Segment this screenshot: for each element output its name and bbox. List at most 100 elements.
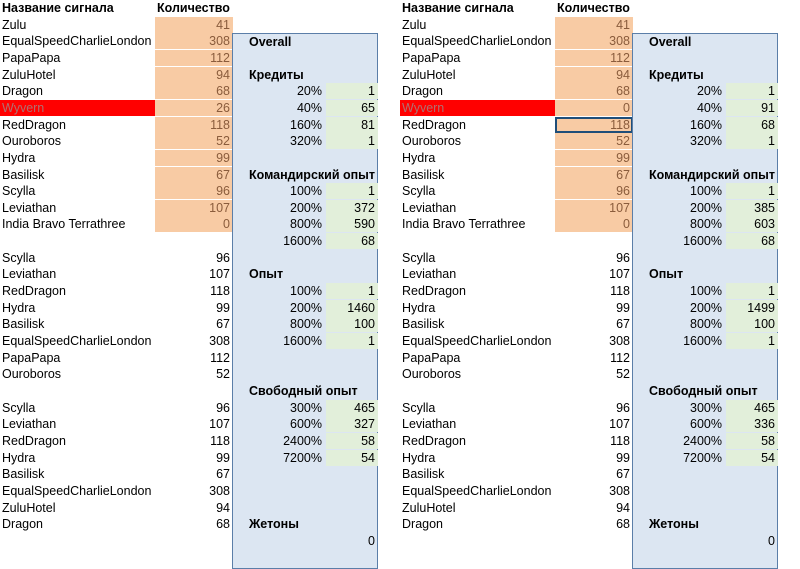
group2-count-cell[interactable]: 107 xyxy=(209,417,230,432)
group2-count-cell[interactable]: 118 xyxy=(610,433,630,448)
exp-percent-cell[interactable]: 1600% xyxy=(683,334,722,348)
exp-percent-cell[interactable]: 200% xyxy=(690,300,722,315)
credits-value-cell[interactable]: 91 xyxy=(726,99,778,116)
group2-count-cell[interactable]: 308 xyxy=(209,483,230,498)
exp-value-cell[interactable]: 1460 xyxy=(326,299,378,316)
group2-count-cell[interactable]: 94 xyxy=(216,500,230,515)
credits-percent-cell[interactable]: 20% xyxy=(296,84,322,99)
group1-count-cell[interactable]: 99 xyxy=(216,300,230,315)
signal-name-cell[interactable]: Basilisk xyxy=(2,167,45,182)
signal-count-cell[interactable]: 0 xyxy=(555,99,633,116)
free-exp-percent-cell[interactable]: 300% xyxy=(290,400,322,415)
credits-percent-cell[interactable]: 320% xyxy=(690,134,722,149)
signal-count-cell[interactable]: 94 xyxy=(155,66,233,83)
group1-count-cell[interactable]: 67 xyxy=(616,317,630,332)
exp-percent-cell[interactable]: 800% xyxy=(290,317,322,332)
group2-name-cell[interactable]: EqualSpeedCharlieLondon xyxy=(2,483,152,498)
signal-name-cell[interactable]: Dragon xyxy=(2,84,43,99)
group2-count-cell[interactable]: 68 xyxy=(216,517,230,532)
commander-exp-percent-cell[interactable]: 1600% xyxy=(683,234,722,249)
free-exp-value-cell[interactable]: 465 xyxy=(726,399,778,416)
signal-count-cell[interactable]: 99 xyxy=(555,149,633,166)
group2-count-cell[interactable]: 96 xyxy=(616,400,630,415)
signal-name-cell[interactable]: EqualSpeedCharlieLondon xyxy=(2,34,152,49)
signal-count-cell[interactable]: 118 xyxy=(555,116,633,133)
exp-value-cell[interactable]: 100 xyxy=(326,316,378,333)
group2-count-cell[interactable]: 96 xyxy=(216,400,230,415)
free-exp-value-cell[interactable]: 54 xyxy=(726,449,778,466)
signal-count-cell[interactable]: 68 xyxy=(555,83,633,100)
group2-name-cell[interactable]: Hydra xyxy=(2,450,36,465)
group2-name-cell[interactable]: ZuluHotel xyxy=(2,500,56,515)
commander-exp-percent-cell[interactable]: 800% xyxy=(690,217,722,232)
signal-name-cell[interactable]: India Bravo Terrathree xyxy=(2,217,126,232)
credits-percent-cell[interactable]: 160% xyxy=(290,117,322,132)
signal-count-cell[interactable]: 308 xyxy=(155,33,233,50)
group1-name-cell[interactable]: Leviathan xyxy=(402,267,457,282)
group2-name-cell[interactable]: Leviathan xyxy=(402,417,457,432)
signal-count-cell[interactable]: 0 xyxy=(555,216,633,233)
commander-exp-percent-cell[interactable]: 200% xyxy=(290,200,322,215)
group1-name-cell[interactable]: RedDragon xyxy=(2,284,66,299)
group1-count-cell[interactable]: 112 xyxy=(210,350,230,365)
signal-count-cell[interactable]: 99 xyxy=(155,149,233,166)
free-exp-percent-cell[interactable]: 600% xyxy=(690,417,722,432)
credits-value-cell[interactable]: 1 xyxy=(726,133,778,150)
commander-exp-value-cell[interactable]: 1 xyxy=(326,183,378,200)
signal-count-cell[interactable]: 26 xyxy=(155,99,233,116)
commander-exp-percent-cell[interactable]: 100% xyxy=(690,184,722,199)
signal-name-cell[interactable]: Basilisk xyxy=(402,167,445,182)
group1-name-cell[interactable]: EqualSpeedCharlieLondon xyxy=(402,334,552,348)
commander-exp-value-cell[interactable]: 1 xyxy=(726,183,778,200)
group1-name-cell[interactable]: Basilisk xyxy=(2,317,45,332)
group2-name-cell[interactable]: Scylla xyxy=(2,400,36,415)
group2-name-cell[interactable]: Dragon xyxy=(2,517,43,532)
signal-name-cell[interactable]: Wyvern xyxy=(400,99,555,116)
signal-count-cell[interactable]: 308 xyxy=(555,33,633,50)
commander-exp-percent-cell[interactable]: 200% xyxy=(690,200,722,215)
signal-name-cell[interactable]: EqualSpeedCharlieLondon xyxy=(402,34,552,49)
signal-count-cell[interactable]: 41 xyxy=(555,16,633,33)
group2-count-cell[interactable]: 107 xyxy=(609,417,630,432)
group1-name-cell[interactable]: Hydra xyxy=(2,300,36,315)
group1-name-cell[interactable]: RedDragon xyxy=(402,284,466,299)
free-exp-value-cell[interactable]: 327 xyxy=(326,416,378,433)
signal-count-cell[interactable]: 118 xyxy=(155,116,233,133)
free-exp-value-cell[interactable]: 465 xyxy=(326,399,378,416)
group2-count-cell[interactable]: 118 xyxy=(210,433,230,448)
signal-count-cell[interactable]: 96 xyxy=(155,183,233,200)
signal-name-cell[interactable]: Zulu xyxy=(2,17,27,32)
signal-name-cell[interactable]: PapaPapa xyxy=(402,50,461,65)
signal-name-cell[interactable]: RedDragon xyxy=(2,117,66,132)
exp-value-cell[interactable]: 1 xyxy=(726,333,778,349)
credits-percent-cell[interactable]: 160% xyxy=(690,117,722,132)
tokens-value-cell[interactable]: 0 xyxy=(768,533,775,548)
signal-name-cell[interactable]: ZuluHotel xyxy=(2,67,56,82)
group1-count-cell[interactable]: 96 xyxy=(216,250,230,265)
group1-count-cell[interactable]: 112 xyxy=(610,350,630,365)
group1-name-cell[interactable]: Ouroboros xyxy=(2,367,62,382)
group1-name-cell[interactable]: Hydra xyxy=(402,300,436,315)
free-exp-percent-cell[interactable]: 300% xyxy=(690,400,722,415)
group1-name-cell[interactable]: EqualSpeedCharlieLondon xyxy=(2,334,152,348)
signal-count-cell[interactable]: 52 xyxy=(555,133,633,150)
signal-count-cell[interactable]: 52 xyxy=(155,133,233,150)
exp-percent-cell[interactable]: 800% xyxy=(690,317,722,332)
credits-percent-cell[interactable]: 40% xyxy=(696,100,722,115)
group2-count-cell[interactable]: 94 xyxy=(616,500,630,515)
commander-exp-percent-cell[interactable]: 100% xyxy=(290,184,322,199)
signal-count-cell[interactable]: 107 xyxy=(155,199,233,216)
group2-count-cell[interactable]: 67 xyxy=(616,467,630,482)
group2-count-cell[interactable]: 67 xyxy=(216,467,230,482)
group2-name-cell[interactable]: EqualSpeedCharlieLondon xyxy=(402,483,552,498)
exp-percent-cell[interactable]: 100% xyxy=(290,284,322,299)
free-exp-value-cell[interactable]: 58 xyxy=(726,432,778,449)
free-exp-percent-cell[interactable]: 7200% xyxy=(683,450,722,465)
group2-name-cell[interactable]: RedDragon xyxy=(402,433,466,448)
group2-count-cell[interactable]: 99 xyxy=(616,450,630,465)
signal-name-cell[interactable]: Ouroboros xyxy=(2,134,62,149)
credits-value-cell[interactable]: 81 xyxy=(326,116,378,133)
group2-name-cell[interactable]: Dragon xyxy=(402,517,443,532)
signal-name-cell[interactable]: Leviathan xyxy=(2,200,57,215)
signal-count-cell[interactable]: 0 xyxy=(155,216,233,233)
